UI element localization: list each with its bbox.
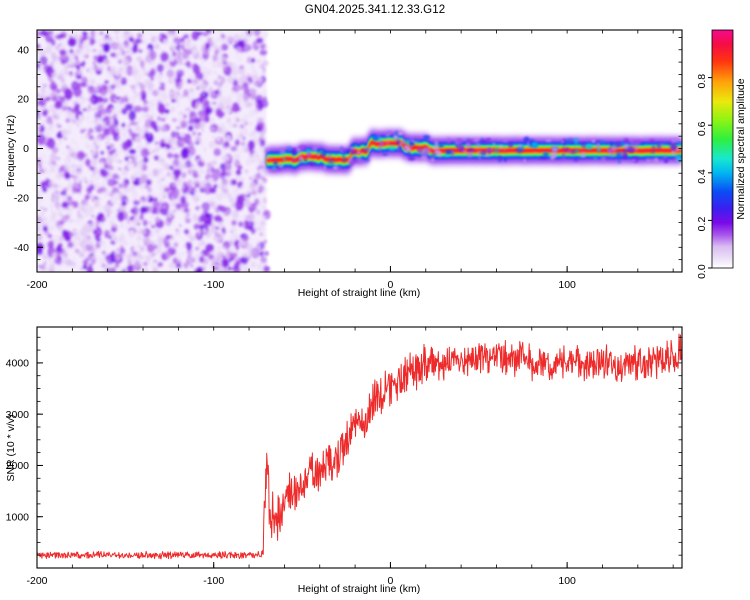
spectrogram-ticks [36,30,682,273]
snr-ticks [36,327,682,569]
y-tick-label: 40 [17,44,29,56]
snr-frame [36,326,683,569]
y-tick-label: 0 [23,143,29,155]
colorbar-tick-label: 0.2 [696,217,708,232]
y-tick-label: -40 [14,242,29,254]
x-tick-label: -100 [203,279,224,291]
spectrogram-frame [36,29,683,273]
snr-tick-labels: -200 -100 0 100 1000 2000 3000 4000 [6,357,576,587]
x-tick-label: -100 [203,575,224,587]
snr-plot-area [37,327,682,568]
x-tick-label: -200 [26,279,47,291]
colorbar-tick-label: 0.8 [696,74,708,89]
y-tick-label: 20 [17,94,29,106]
page-title: GN04.2025.341.12.33.G12 [304,4,446,16]
snr-x-axis-label: Height of straight line (km) [298,583,421,595]
colorbar-gradient [712,30,733,268]
x-tick-label: 0 [388,279,394,291]
colorbar-tick-label: 0.4 [696,169,708,184]
snr-y-axis-label: SNR (10 * v/v) [5,414,17,481]
snr-panel: -200 -100 0 100 1000 2000 3000 4000 SNR (10 * v… [5,326,683,595]
y-tick-label: 4000 [6,357,30,369]
x-tick-label: 0 [388,575,394,587]
spectrogram-y-axis-label: Frequency (Hz) [5,115,17,187]
y-tick-label: 1000 [6,511,30,523]
colorbar-tick-label: 0.0 [696,264,708,279]
colorbar: 0.0 0.2 0.4 0.6 0.8 Normalized spectral ampl… [696,29,747,279]
colorbar-tick-labels: 0.0 0.2 0.4 0.6 0.8 [696,74,708,279]
spectrogram-x-axis-label: Height of straight line (km) [298,287,421,299]
colorbar-frame [711,29,734,269]
colorbar-label: Normalized spectral amplitude [735,78,747,219]
spectrogram-noise-field [37,30,271,272]
colorbar-ticks [708,77,712,269]
y-tick-label: 3000 [6,409,30,421]
spectrogram-signal-trace [266,127,682,176]
y-tick-label: -20 [14,193,29,205]
x-tick-label: 100 [558,279,576,291]
y-tick-label: 2000 [6,460,30,472]
snr-line-series [37,333,682,560]
colorbar-tick-label: 0.6 [696,121,708,136]
x-tick-label: 100 [558,575,576,587]
x-tick-label: -200 [26,575,47,587]
